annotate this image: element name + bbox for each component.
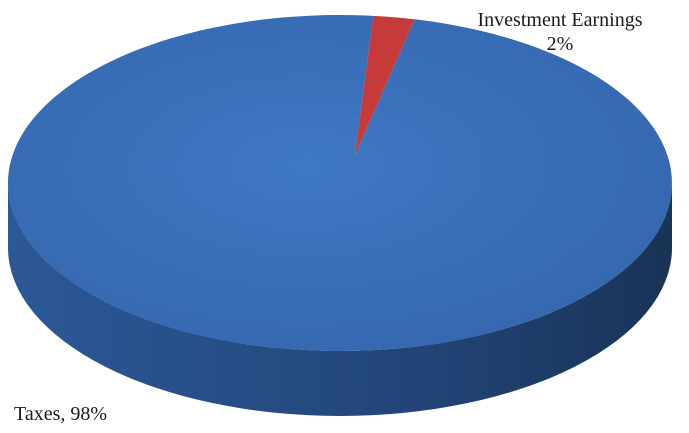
pie-side-wall [8, 183, 672, 416]
slice-label-investment-earnings: Investment Earnings [478, 9, 643, 31]
slice-value-investment-earnings: 2% [547, 33, 574, 55]
pie-slice-taxes [7, 14, 672, 351]
pie-slice-investment-earnings [355, 15, 415, 155]
slice-label-taxes: Taxes, 98% [14, 403, 107, 425]
